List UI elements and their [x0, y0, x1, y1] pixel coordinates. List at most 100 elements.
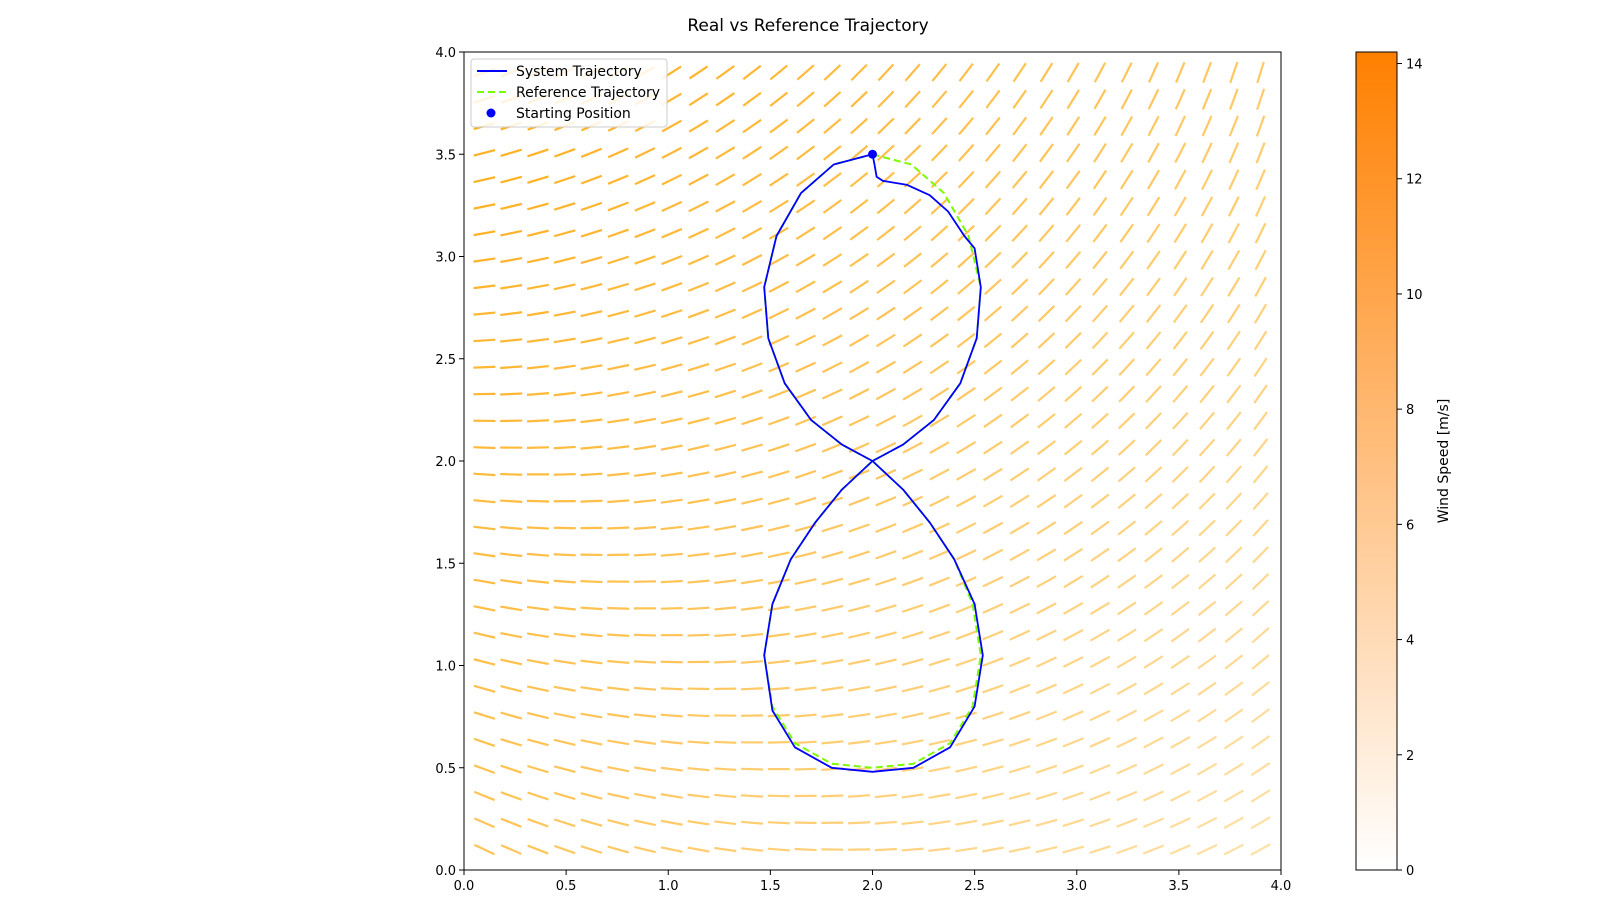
wind-arrow [904, 90, 921, 109]
wind-arrow [768, 199, 789, 214]
wind-arrow [1119, 196, 1134, 217]
y-axis-ticks: 0.0 0.5 1.0 1.5 2.0 2.5 3.0 3.5 4.0 [435, 46, 464, 879]
wind-arrow [1146, 169, 1161, 190]
wind-arrow [1170, 763, 1191, 776]
wind-arrow [822, 280, 843, 294]
wind-arrow [473, 631, 496, 639]
wind-arrow [928, 793, 951, 799]
wind-arrow [580, 391, 603, 397]
wind-arrow [769, 118, 789, 134]
wind-arrow [957, 251, 976, 269]
wind-arrow [1253, 330, 1268, 351]
wind-arrow [1227, 196, 1240, 217]
x-tick-label: 4.0 [1271, 879, 1292, 894]
wind-arrow [714, 767, 737, 771]
wind-arrow [607, 445, 630, 451]
wind-arrow [527, 711, 549, 720]
wind-arrow [634, 845, 656, 854]
wind-arrow [1226, 384, 1242, 404]
wind-arrow [1091, 385, 1109, 403]
wind-arrow [1250, 843, 1271, 856]
wind-arrow [929, 387, 950, 401]
wind-arrow [661, 146, 683, 159]
wind-arrow [1063, 520, 1083, 536]
wind-arrow [607, 363, 630, 371]
wind-arrow [1228, 88, 1239, 110]
wind-arrow [984, 224, 1002, 242]
wind-arrow [1089, 818, 1111, 828]
wind-arrow [1093, 89, 1107, 110]
wind-arrow [634, 255, 656, 265]
wind-arrow [500, 256, 523, 264]
wind-arrow [580, 765, 603, 773]
wind-arrow [956, 413, 977, 428]
wind-arrow [1064, 358, 1082, 376]
wind-arrow [796, 64, 815, 81]
wind-arrow [931, 90, 948, 109]
wind-arrow [1227, 222, 1240, 244]
wind-arrow [876, 225, 896, 241]
wind-arrow [741, 416, 763, 426]
wind-arrow [848, 794, 871, 798]
wind-arrow [1063, 601, 1084, 615]
wind-arrow [526, 337, 550, 343]
wind-arrow [1251, 573, 1270, 591]
wind-arrow [848, 712, 871, 719]
wind-arrow [768, 307, 790, 320]
wind-arrow [1011, 278, 1029, 296]
wind-arrow [580, 712, 603, 719]
wind-arrow [526, 283, 549, 290]
wind-arrow [527, 738, 549, 747]
wind-arrow [1117, 439, 1136, 456]
wind-arrow [607, 686, 630, 692]
wind-arrow [553, 364, 576, 370]
wind-arrow [607, 309, 630, 318]
wind-arrow [580, 445, 603, 450]
wind-arrow [1174, 88, 1186, 110]
wind-arrow [928, 820, 951, 826]
wind-arrow [769, 172, 789, 187]
wind-arrow [984, 197, 1002, 216]
wind-arrow [768, 253, 789, 267]
wind-arrow [794, 767, 817, 771]
wind-arrow [1120, 142, 1134, 163]
wind-arrow [742, 145, 762, 160]
wind-arrow [928, 711, 951, 720]
wind-arrow [1201, 142, 1213, 164]
wind-arrow [1170, 573, 1190, 590]
wind-arrow [633, 471, 657, 477]
wind-arrow [981, 846, 1004, 853]
wind-arrow [767, 632, 790, 638]
wind-arrow [688, 173, 709, 186]
wind-arrow [633, 766, 657, 773]
wind-arrow [956, 332, 976, 348]
wind-arrow [928, 549, 950, 561]
wind-arrow [1091, 412, 1109, 429]
wind-arrow [1064, 331, 1082, 349]
y-tick-label: 3.0 [435, 251, 456, 266]
wind-arrow [687, 308, 710, 319]
wind-arrow [741, 362, 763, 373]
wind-arrow [1170, 736, 1191, 749]
wind-arrow [955, 738, 978, 747]
chart-title: Real vs Reference Trajectory [687, 16, 928, 36]
y-tick-label: 0.0 [435, 864, 456, 879]
wind-arrow [1010, 386, 1030, 402]
wind-arrow [1065, 224, 1082, 243]
y-tick-label: 2.0 [435, 455, 456, 470]
wind-arrow [850, 117, 869, 135]
wind-arrow [1064, 385, 1083, 403]
wind-arrow [955, 576, 977, 588]
wind-arrow [795, 226, 816, 241]
wind-arrow [473, 149, 496, 157]
wind-arrow [795, 199, 816, 214]
wind-arrow [660, 793, 683, 799]
wind-arrow [874, 631, 897, 640]
wind-arrow [874, 739, 897, 746]
wind-arrow [1142, 844, 1165, 855]
wind-arrow [848, 631, 871, 639]
wind-arrow [473, 446, 496, 450]
wind-arrow [1223, 762, 1244, 776]
wind-arrow [1253, 384, 1268, 404]
wind-arrow [741, 254, 763, 267]
